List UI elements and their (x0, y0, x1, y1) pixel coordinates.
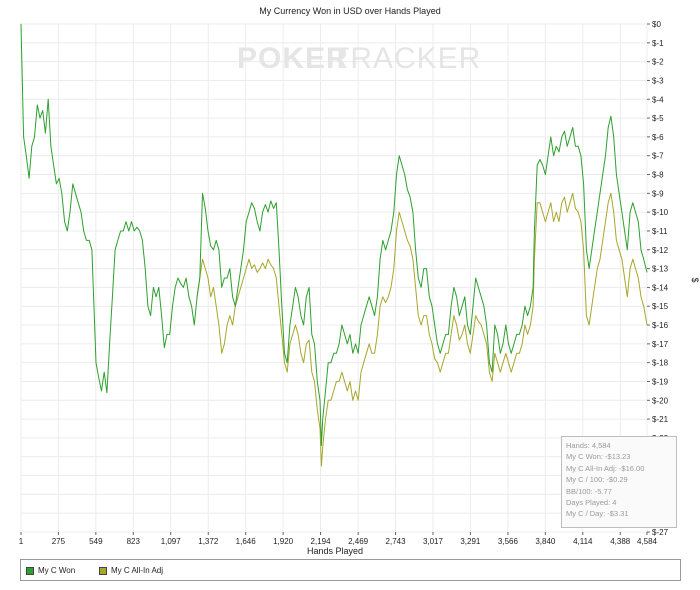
y-tick-label: $-18 (652, 359, 669, 368)
x-axis-label: Hands Played (307, 546, 363, 556)
y-tick-label: $-7 (652, 152, 664, 161)
x-tick-label: 1,646 (236, 537, 257, 546)
y-tick-label: $-1 (652, 39, 664, 48)
legend-swatch-allin-adj (99, 566, 107, 575)
x-ticks: 1 275 549 823 1,097 1,372 1,646 1,920 2,194 2,469… (19, 532, 658, 546)
x-tick-label: 1,097 (161, 537, 182, 546)
series-line-my-c-all-in-adj (196, 192, 648, 467)
x-tick-label: 549 (89, 537, 103, 546)
x-tick-label: 3,017 (423, 537, 444, 546)
y-tick-label: $-14 (652, 283, 669, 292)
series-line-my-c-won (20, 23, 648, 446)
stats-box: Hands: 4,584 My C Won: -$13.23 My C All-… (561, 436, 677, 528)
y-tick-label: $-6 (652, 133, 664, 142)
stat-won: My C Won: -$13.23 (566, 452, 631, 462)
y-tick-label: $-12 (652, 246, 669, 255)
x-tick-label: 823 (127, 537, 141, 546)
x-tick-label: 4,584 (637, 537, 658, 546)
x-tick-label: 1,920 (273, 537, 294, 546)
y-tick-label: $-10 (652, 208, 669, 217)
x-tick-label: 275 (52, 537, 66, 546)
stat-allin-adj: My C All-In Adj: -$16.00 (566, 463, 645, 473)
y-tick-label: $-21 (652, 415, 669, 424)
y-tick-label: $-11 (652, 227, 668, 236)
watermark-left: POKER (237, 42, 349, 75)
x-tick-label: 4,388 (610, 537, 631, 546)
x-tick-label: 3,291 (460, 537, 481, 546)
y-ticks: $0 $-1 $-2 $-3 $-4 $-5 $-6 $-7 $-8 $-9 $-10 $-11 $-1… (647, 20, 669, 537)
x-tick-label: 2,743 (386, 537, 407, 546)
watermark-right: TRACKER (331, 42, 481, 75)
y-tick-label: $-19 (652, 377, 669, 386)
legend-item-won[interactable]: My C Won (26, 566, 75, 575)
stat-days-played: Days Played: 4 (566, 498, 617, 508)
y-tick-label: $-9 (652, 189, 664, 198)
y-tick-label: $-20 (652, 396, 669, 405)
legend-label-won: My C Won (38, 566, 76, 575)
y-tick-label: $-17 (652, 340, 669, 349)
y-axis-label: $ (690, 277, 700, 282)
plot-area (20, 23, 648, 533)
x-tick-label: 2,469 (348, 537, 369, 546)
y-tick-label: $-27 (652, 528, 669, 537)
stat-per-day: My C / Day: -$3.31 (566, 509, 629, 519)
x-tick-label: 2,194 (311, 537, 332, 546)
y-tick-label: $-2 (652, 58, 664, 67)
x-tick-label: 3,840 (535, 537, 556, 546)
legend-label-allin-adj: My C All-In Adj (111, 566, 164, 575)
stat-per-100: My C / 100: -$0.29 (566, 475, 628, 485)
legend-item-allin-adj[interactable]: My C All-In Adj (99, 566, 163, 575)
y-tick-label: $-8 (652, 171, 664, 180)
stat-bb-100: BB/100: -5.77 (566, 486, 612, 496)
chart-title: My Currency Won in USD over Hands Played (259, 6, 440, 16)
y-tick-label: $-5 (652, 114, 664, 123)
watermark: POKER TRACKER (237, 42, 481, 75)
x-tick-label: 3,566 (498, 537, 519, 546)
series-layer (20, 23, 648, 467)
legend: My C Won My C All-In Adj (20, 559, 681, 581)
y-tick-label: $0 (652, 20, 661, 29)
y-tick-label: $-16 (652, 321, 669, 330)
y-tick-label: $-13 (652, 265, 669, 274)
x-tick-label: 4,114 (573, 537, 593, 546)
x-tick-label: 1,372 (198, 537, 219, 546)
y-tick-label: $-4 (652, 95, 664, 104)
y-tick-label: $-3 (652, 76, 664, 85)
y-tick-label: $-15 (652, 302, 669, 311)
x-tick-label: 1 (19, 537, 24, 546)
legend-swatch-won (26, 566, 34, 575)
stat-hands: Hands: 4,584 (566, 441, 611, 450)
